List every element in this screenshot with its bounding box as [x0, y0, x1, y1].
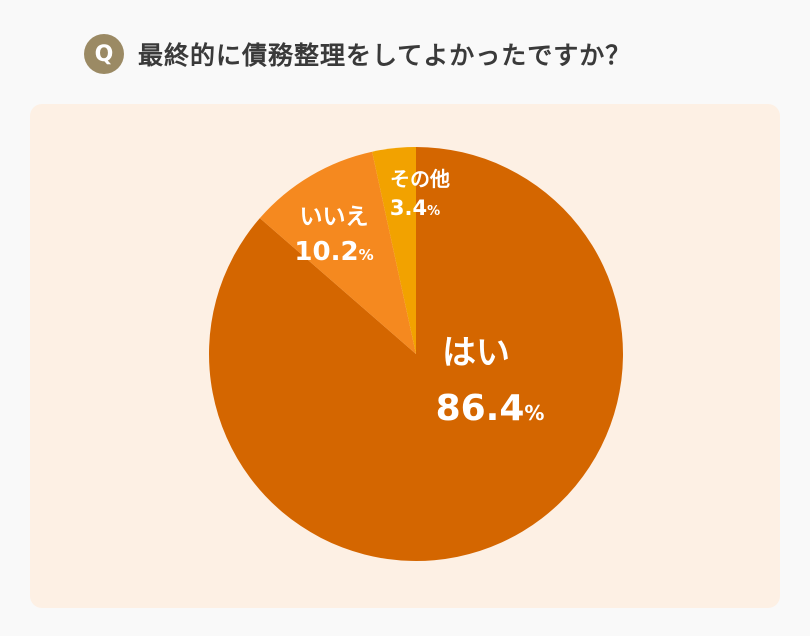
- question-header: Q 最終的に債務整理をしてよかったですか？: [84, 32, 631, 76]
- pie-slice-2: [372, 147, 416, 354]
- question-text: 最終的に債務整理をしてよかったですか？: [138, 41, 632, 70]
- slice-name-label-0: はい: [442, 333, 510, 373]
- q-badge-icon: Q: [84, 34, 124, 74]
- pie-slice-1: [259, 151, 416, 354]
- slice-name-label-1: いいえ: [300, 204, 369, 230]
- slice-name-label-2: その他: [390, 167, 450, 191]
- slice-value-label-2: 3.4%: [390, 196, 440, 220]
- slice-value-label-1: 10.2%: [294, 237, 373, 267]
- slice-value-label-0: 86.4%: [436, 388, 545, 429]
